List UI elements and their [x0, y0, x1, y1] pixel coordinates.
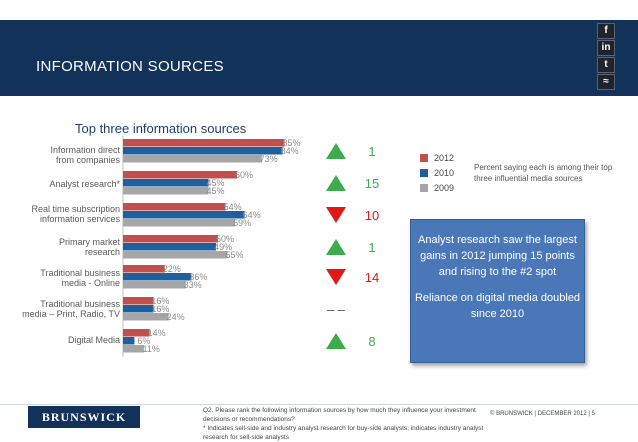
change-value: 1: [368, 144, 375, 159]
category-label: Primary market research: [58, 237, 120, 257]
data-label: 49%: [214, 242, 232, 252]
data-label: 36%: [189, 272, 207, 282]
legend-swatch: [420, 184, 428, 192]
change-up-icon: [326, 143, 346, 159]
change-value: 14: [365, 270, 379, 285]
data-label: 24%: [167, 312, 185, 322]
data-label: 64%: [243, 210, 261, 220]
data-label: 16%: [151, 296, 169, 306]
bar: [123, 265, 165, 273]
change-value: 1: [368, 240, 375, 255]
data-label: 33%: [184, 280, 202, 290]
legend-item-2010: 2010: [420, 168, 454, 178]
copyright: © BRUNSWICK | DECEMBER 2012 | 5: [490, 411, 595, 417]
chart-title: Top three information sources: [75, 121, 247, 136]
bar: [123, 235, 218, 243]
survey-question: Q2. Please rank the following informatio…: [203, 407, 476, 423]
data-label: 45%: [206, 186, 224, 196]
facebook-icon[interactable]: f: [597, 23, 615, 39]
change-value: 10: [365, 208, 379, 223]
data-label: 16%: [151, 304, 169, 314]
change-value: 8: [368, 334, 375, 349]
category-label: Digital Media: [67, 335, 120, 345]
footnote: Q2. Please rank the following informatio…: [203, 406, 493, 442]
bar: [123, 297, 154, 305]
change-up-icon: [326, 239, 346, 255]
change-value: – –: [327, 302, 346, 317]
data-label: 84%: [281, 146, 299, 156]
change-up-icon: [326, 333, 346, 349]
bar: [123, 329, 150, 337]
change-down-icon: [326, 269, 346, 285]
category-label: Real time subscription information servi…: [31, 204, 120, 224]
category-label: Traditional business media - Online: [40, 268, 120, 288]
data-label: 14%: [148, 328, 166, 338]
rss-icon[interactable]: ≈: [597, 74, 615, 90]
linkedin-icon[interactable]: in: [597, 40, 615, 56]
bar: [123, 219, 236, 227]
page-title: INFORMATION SOURCES: [36, 58, 224, 75]
header-band: [0, 20, 638, 96]
legend-swatch: [420, 169, 428, 177]
bar: [123, 211, 245, 219]
legend-swatch: [420, 154, 428, 162]
data-label: 73%: [260, 154, 278, 164]
data-label: 22%: [163, 264, 181, 274]
legend-item-2012: 2012: [420, 153, 454, 163]
bar: [123, 155, 262, 163]
legend-item-2009: 2009: [420, 183, 454, 193]
footer-divider: [0, 404, 638, 405]
category-label: Traditional business media – Print, Radi…: [22, 299, 120, 319]
bar: [123, 171, 237, 179]
bar: [123, 273, 192, 281]
callout-text-2: Reliance on digital media doubled since …: [414, 292, 581, 320]
callout-text-1: Analyst research saw the largest gains i…: [418, 234, 577, 278]
category-label: Analyst research*: [49, 179, 120, 189]
data-label: 59%: [233, 218, 251, 228]
top-band: [0, 0, 638, 13]
data-label: 45%: [206, 178, 224, 188]
data-label: 54%: [224, 202, 242, 212]
legend-note: Percent saying each is among their top t…: [474, 163, 613, 183]
bar: [123, 345, 144, 353]
change-up-icon: [326, 175, 346, 191]
bar: [123, 187, 209, 195]
data-label: 50%: [216, 234, 234, 244]
bar: [123, 203, 226, 211]
bar: [123, 147, 283, 155]
bar: [123, 305, 154, 313]
bar: [123, 179, 209, 187]
bar: [123, 243, 217, 251]
bar: [123, 337, 135, 345]
data-label: 85%: [282, 138, 300, 148]
bar: [123, 251, 228, 259]
data-label: 55%: [225, 250, 243, 260]
data-label: 60%: [235, 170, 253, 180]
bar: [123, 139, 285, 147]
bar: [123, 313, 169, 321]
footnote-asterisk: * Indicates sell-side and industry analy…: [203, 425, 484, 441]
data-label: 11%: [143, 344, 160, 354]
change-value: 15: [365, 176, 379, 191]
brunswick-logo: BRUNSWICK: [28, 406, 140, 428]
callout-box: Analyst research saw the largest gains i…: [410, 219, 585, 363]
change-down-icon: [326, 207, 346, 223]
data-label: 6%: [137, 336, 150, 346]
category-label: Information direct from companies: [50, 145, 120, 165]
bar: [123, 281, 186, 289]
twitter-icon[interactable]: t: [597, 57, 615, 73]
